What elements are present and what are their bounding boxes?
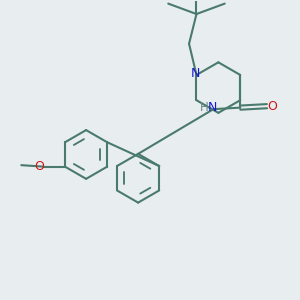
Text: H: H [200,101,208,114]
Text: O: O [267,100,277,113]
Text: N: N [190,67,200,80]
Text: N: N [207,101,217,114]
Text: O: O [34,160,44,173]
